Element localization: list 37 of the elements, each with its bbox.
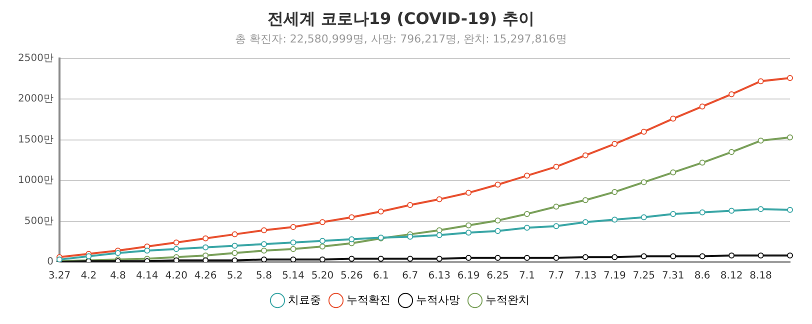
chart-title: 전세계 코로나19 (COVID-19) 추이 [267, 8, 535, 28]
x-tick-label: 7.7 [548, 270, 564, 282]
x-tick-label: 4.20 [165, 270, 188, 282]
legend-label: 누적사망 [416, 293, 460, 306]
x-tick-label: 6.7 [402, 270, 418, 282]
y-tick-label: 1500만 [18, 134, 54, 146]
y-tick-label: 500만 [24, 216, 54, 227]
chart-subtitle: 총 확진자: 22,580,999명, 사망: 796,217명, 완치: 15,297,816명 [235, 32, 567, 46]
legend-label: 누적확진 [346, 293, 390, 306]
legend-label: 치료중 [288, 293, 321, 306]
x-tick-label: 7.1 [519, 270, 535, 282]
x-tick-label: 7.19 [604, 270, 626, 282]
x-tick-label: 4.8 [110, 270, 126, 282]
x-tick-label: 6.1 [372, 270, 389, 282]
x-tick-label: 5.2 [226, 270, 243, 282]
x-tick-label: 6.25 [486, 270, 509, 282]
x-tick-label: 7.25 [632, 270, 656, 282]
y-tick-label: 1000만 [18, 175, 54, 186]
x-tick-label: 6.19 [457, 270, 480, 282]
x-tick-label: 5.20 [311, 270, 334, 282]
x-tick-label: 8.18 [750, 270, 772, 282]
y-tick-label: 2500만 [18, 52, 54, 64]
x-tick-label: 4.26 [194, 270, 217, 282]
x-tick-label: 6.13 [428, 270, 450, 282]
x-tick-label: 5.26 [340, 270, 363, 282]
x-tick-label: 5.14 [282, 270, 304, 282]
x-tick-label: 7.31 [662, 270, 684, 282]
x-tick-label: 8.6 [694, 270, 710, 282]
x-tick-label: 4.2 [80, 270, 97, 282]
y-tick-label: 0 [47, 256, 54, 268]
x-tick-label: 4.14 [136, 270, 158, 282]
y-tick-label: 2000만 [18, 94, 54, 105]
legend-label: 누적완치 [486, 293, 530, 306]
x-tick-label: 7.13 [574, 270, 597, 282]
x-tick-label: 5.8 [256, 270, 272, 282]
x-tick-label: 3.27 [48, 270, 71, 282]
x-tick-label: 8.12 [720, 270, 743, 282]
